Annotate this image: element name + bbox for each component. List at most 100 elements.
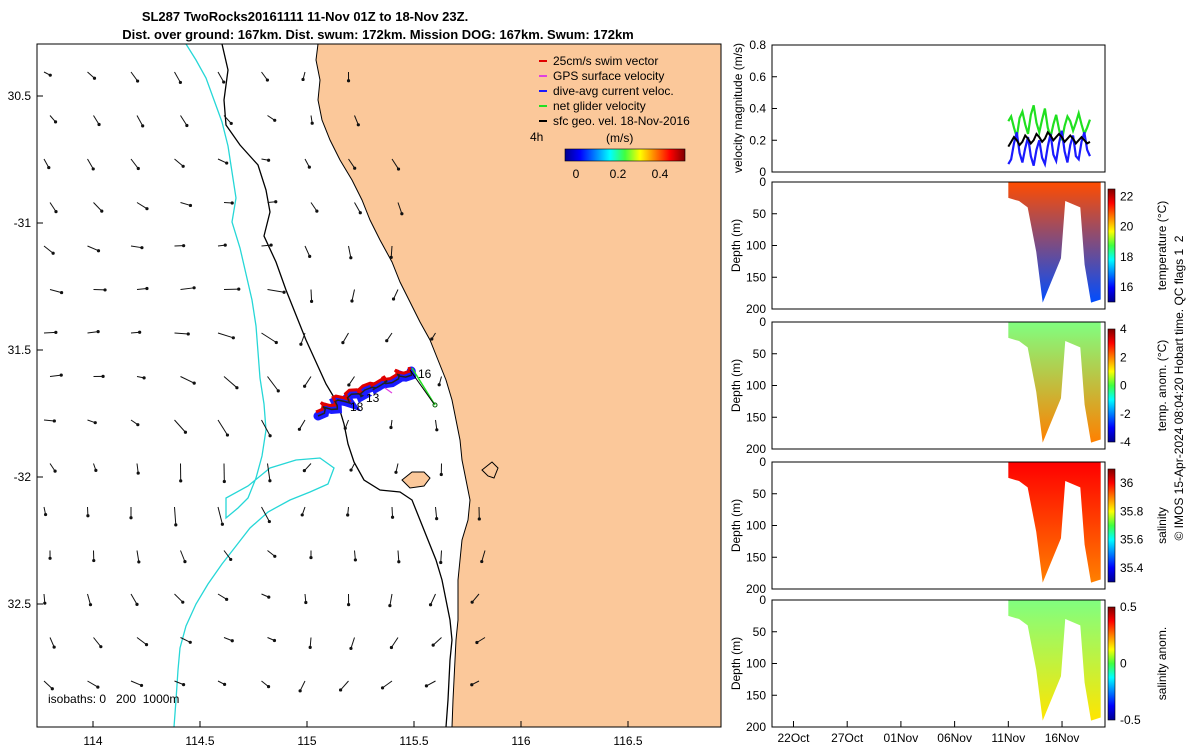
land-area [315, 44, 721, 727]
time-tick-label: 16Nov [1045, 731, 1080, 745]
time-tick-label: 22Oct [777, 731, 810, 745]
glider-track [313, 366, 438, 421]
velocity-arrow-head [307, 165, 311, 169]
velocity-arrow [261, 506, 270, 522]
velocity-arrow-head [54, 330, 58, 334]
velocity-arrow [310, 289, 313, 302]
map-x-axis: 114 114.5 115 115.5 116 116.5 [83, 721, 643, 748]
colorbar-tick-label: -4 [1120, 435, 1131, 449]
velocity-arrow-head [274, 340, 278, 345]
velocity-arrow-head [303, 384, 307, 388]
velocity-arrow-head [231, 336, 235, 340]
velocity-arrow [300, 332, 306, 345]
velocity-arrow [354, 115, 359, 125]
velocity-arrow-head [185, 123, 189, 128]
velocity-arrow-head [178, 80, 182, 85]
velocity-ylabel: velocity magnitude (m/s) [731, 43, 745, 173]
velocity-arrow [180, 287, 195, 290]
velocity-arrow-head [129, 516, 133, 520]
velocity-arrow-head [53, 469, 57, 473]
velocity-arrow-head [268, 479, 272, 483]
velocity-arrow [267, 289, 285, 293]
velocity-arrow-head [389, 255, 393, 259]
velocity-arrow [87, 331, 99, 334]
section-ytick-label: 0 [759, 175, 766, 189]
velocity-arrow [304, 245, 311, 257]
velocity-arrow-head [230, 639, 234, 643]
velocity-arrow-head [475, 640, 479, 645]
velocity-arrow [136, 115, 144, 127]
colorbar-tick-label: 22 [1120, 190, 1134, 204]
velocity-arrow-head [391, 297, 396, 301]
track-label-18: 18 [350, 400, 364, 414]
velocity-arrow-head [94, 468, 98, 472]
velocity-arrow-head [192, 286, 196, 290]
velocity-arrow [174, 593, 184, 603]
velocity-series-line [1007, 130, 1091, 168]
velocity-arrow-head [358, 211, 362, 215]
velocity-arrow [299, 680, 306, 692]
velocity-arrow [397, 202, 403, 214]
map-ytick-label: -31 [14, 216, 32, 230]
velocity-arrow-head [347, 383, 351, 387]
velocity-arrow [391, 506, 394, 518]
velocity-arrow-head [48, 556, 52, 560]
velocity-arrow-head [222, 80, 226, 84]
section-ylabel: Depth (m) [729, 219, 743, 272]
legend-colorbar [564, 148, 686, 162]
velocity-arrow [43, 419, 55, 422]
velocity-arrow-head [223, 243, 227, 247]
section-data-fill [1008, 600, 1101, 721]
velocity-arrow-head [136, 471, 140, 475]
velocity-arrow-head [52, 645, 56, 649]
velocity-arrow [382, 680, 393, 689]
velocity-arrow-head [188, 640, 192, 644]
velocity-arrow-head [136, 79, 140, 83]
map-ytick-label: 30.5 [8, 89, 32, 103]
velocity-arrow-head [50, 687, 54, 691]
figure-title-line2: Dist. over ground: 167km. Dist. swum: 17… [122, 27, 634, 42]
velocity-arrow-head [439, 560, 443, 565]
velocity-arrow-head [400, 212, 404, 216]
velocity-arrow-head [181, 682, 186, 687]
velocity-arrow-head [139, 683, 144, 688]
velocity-arrow [87, 245, 99, 252]
velocity-magnitude-panel: 0 0.2 0.4 0.6 0.8 velocity magnitude (m/s) [731, 38, 1106, 179]
velocity-arrow-head [274, 200, 278, 204]
velocity-arrow-head [229, 557, 233, 562]
track-segment [409, 369, 435, 405]
map-panel: 114 114.5 115 115.5 116 116.5 30.5-3131.5-323… [8, 43, 722, 748]
velocity-arrow-head [188, 203, 193, 208]
velocity-arrow [267, 376, 279, 392]
legend-tick-0: 0 [573, 167, 580, 181]
velocity-arrow-head [220, 522, 224, 526]
section-ytick-label: 50 [753, 487, 767, 501]
velocity-arrow [432, 637, 442, 646]
colorbar-label: temperature (°C) [1155, 201, 1169, 291]
velocity-arrow [49, 289, 62, 294]
velocity-arrow-head [142, 376, 146, 380]
velocity-arrow [136, 463, 139, 474]
velocity-arrow [261, 419, 271, 436]
velocity-arrow-head [92, 76, 97, 80]
velocity-arrow [397, 550, 400, 562]
velocity-arrow-head [349, 646, 353, 651]
velocity-arrow-head [181, 164, 185, 168]
velocity-arrow [93, 637, 102, 647]
velocity-y-axis: 0 0.2 0.4 0.6 0.8 [749, 38, 777, 179]
section-ytick-label: 150 [746, 550, 766, 564]
colorbar-tick-label: 16 [1120, 280, 1134, 294]
map-ytick-label: -32 [14, 470, 32, 484]
velocity-arrow-head [389, 425, 393, 430]
velocity-arrow-head [470, 683, 474, 687]
velocity-arrow-head [397, 560, 401, 564]
velocity-arrow-head [341, 341, 345, 345]
imos-side-note: © IMOS 15-Apr-2024 08:04:20 Hobart time.… [1172, 235, 1186, 540]
velocity-arrow-head [439, 472, 443, 477]
isobath-1000m [173, 44, 335, 727]
velocity-arrow [136, 202, 148, 210]
velocity-arrow-head [51, 251, 55, 255]
velocity-arrow-head [437, 383, 441, 387]
velocity-arrow [304, 463, 312, 471]
velocity-arrow-head [267, 595, 271, 599]
